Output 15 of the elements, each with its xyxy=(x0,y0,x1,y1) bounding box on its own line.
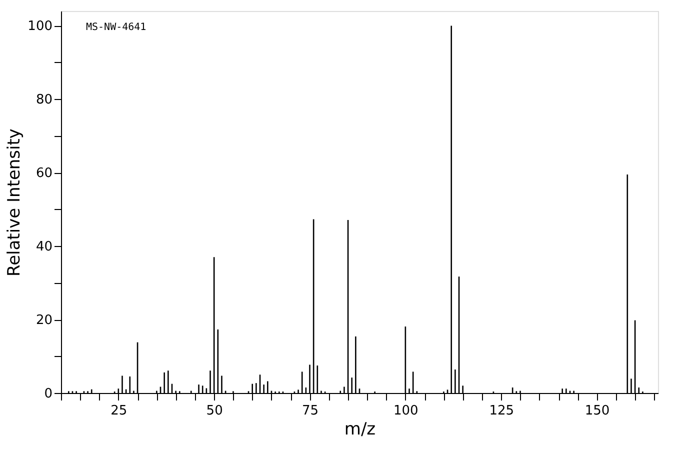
x-tick-label: 25 xyxy=(110,404,128,418)
y-axis-title: Relative Intensity xyxy=(4,128,25,276)
annotation: MS-NW-4641 xyxy=(86,22,146,33)
x-tick-label: 100 xyxy=(394,404,418,418)
y-tick-label: 60 xyxy=(36,166,52,182)
x-tick-label: 125 xyxy=(489,404,514,418)
y-tick-label: 0 xyxy=(44,386,52,402)
y-tick-label: 80 xyxy=(36,92,52,108)
y-tick-label: 40 xyxy=(36,240,52,255)
x-tick-label: 150 xyxy=(584,404,610,418)
y-tick-label: 100 xyxy=(28,19,52,34)
x-tick-label: 50 xyxy=(206,404,223,418)
x-axis-title: m/z xyxy=(344,420,376,440)
y-tick-label: 20 xyxy=(36,313,52,328)
x-tick-label: 75 xyxy=(302,404,319,418)
